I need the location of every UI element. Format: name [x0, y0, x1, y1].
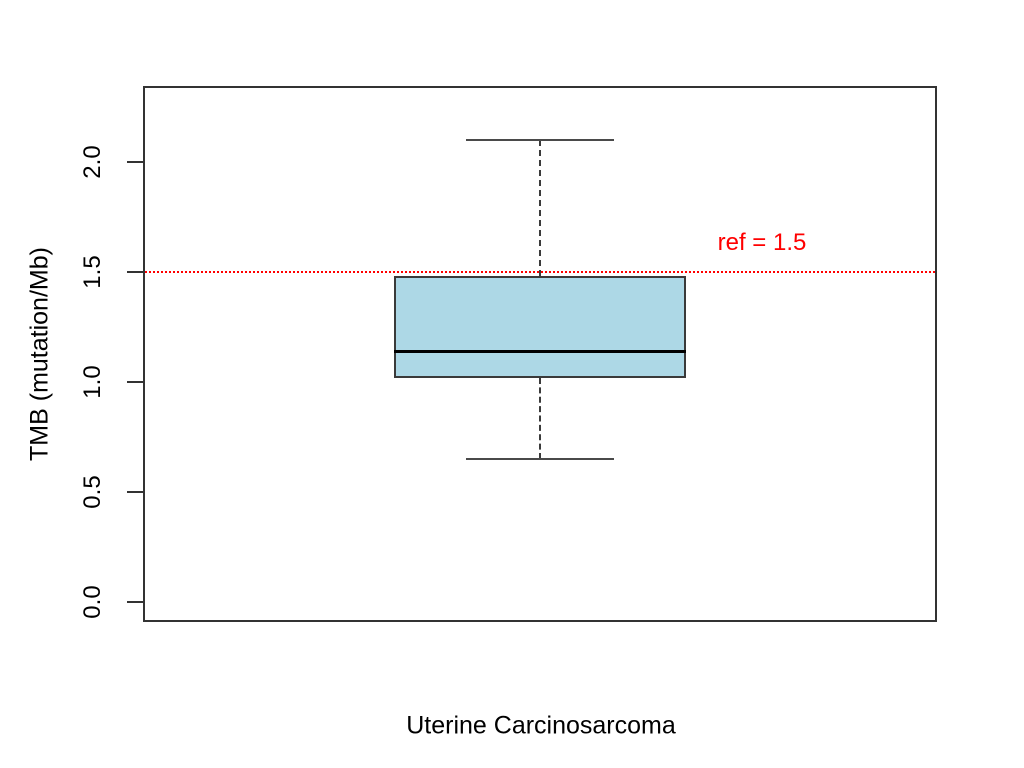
y-tick-label: 1.0 [79, 365, 106, 399]
y-tick-mark [127, 491, 143, 493]
median-line [394, 349, 686, 353]
y-tick-label: 0.5 [79, 475, 106, 509]
lower-whisker-cap [466, 458, 614, 460]
y-tick-mark [127, 381, 143, 383]
y-tick-mark [127, 161, 143, 163]
y-tick-mark [127, 271, 143, 273]
upper-whisker-line [539, 140, 541, 277]
x-axis-label: Uterine Carcinosarcoma [406, 711, 676, 740]
lower-whisker-line [539, 377, 541, 459]
iqr-box [394, 276, 686, 378]
ref-line-label: ref = 1.5 [717, 229, 807, 256]
upper-whisker-cap [466, 139, 614, 141]
y-tick-label: 2.0 [79, 145, 106, 179]
y-tick-label: 0.0 [79, 585, 106, 619]
y-axis-label: TMB (mutation/Mb) [25, 247, 54, 461]
y-tick-mark [127, 601, 143, 603]
y-tick-label: 1.5 [79, 255, 106, 289]
